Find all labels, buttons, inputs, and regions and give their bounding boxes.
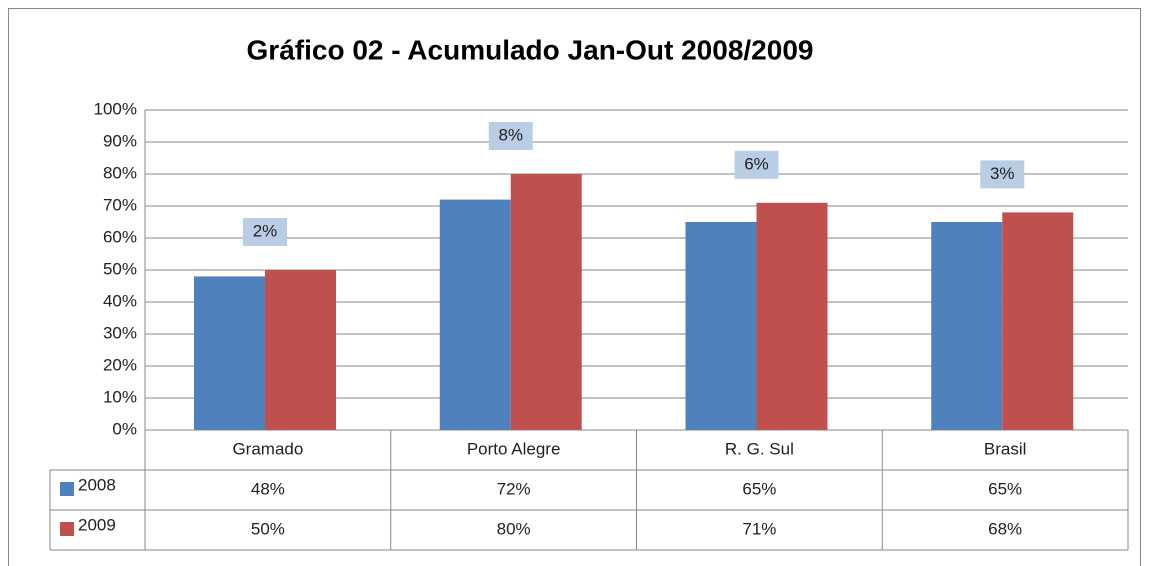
- table-value: 50%: [251, 519, 285, 538]
- y-tick-label: 50%: [103, 259, 137, 278]
- y-tick-label: 70%: [103, 195, 137, 214]
- bar: [439, 199, 511, 430]
- y-tick-label: 90%: [103, 131, 137, 150]
- y-tick-label: 100%: [94, 99, 137, 118]
- annotation-box: [734, 150, 779, 179]
- x-tick-label: R. G. Sul: [725, 439, 794, 458]
- x-tick-label: Brasil: [984, 439, 1027, 458]
- bar: [1002, 212, 1074, 430]
- legend-label: 2008: [78, 475, 116, 494]
- chart-title: Gráfico 02 - Acumulado Jan-Out 2008/2009: [247, 34, 814, 65]
- bar: [510, 174, 582, 430]
- table-value: 65%: [988, 479, 1022, 498]
- annotation: 8%: [498, 125, 523, 144]
- y-tick-label: 40%: [103, 291, 137, 310]
- bar: [265, 270, 336, 430]
- y-tick-label: 80%: [103, 163, 137, 182]
- bar: [685, 222, 757, 430]
- x-tick-label: Porto Alegre: [467, 439, 561, 458]
- annotation: 3%: [990, 164, 1015, 183]
- table-value: 68%: [988, 519, 1022, 538]
- bar: [931, 222, 1003, 430]
- y-tick-label: 60%: [103, 227, 137, 246]
- bar: [194, 276, 265, 430]
- bar: [756, 202, 828, 430]
- y-tick-label: 10%: [103, 387, 137, 406]
- annotation-box: [488, 122, 533, 150]
- table-value: 65%: [742, 479, 776, 498]
- table-value: 80%: [497, 519, 531, 538]
- annotation: 6%: [744, 154, 769, 173]
- table-value: 71%: [742, 519, 776, 538]
- legend-label: 2009: [78, 515, 116, 534]
- table-value: 48%: [251, 479, 285, 498]
- annotation-box: [243, 218, 287, 246]
- y-tick-label: 0%: [112, 419, 137, 438]
- x-tick-label: Gramado: [232, 439, 303, 458]
- y-tick-label: 30%: [103, 323, 137, 342]
- annotation: 2%: [253, 221, 278, 240]
- legend-swatch: [60, 482, 74, 496]
- y-tick-label: 20%: [103, 355, 137, 374]
- table-value: 72%: [497, 479, 531, 498]
- annotation-box: [980, 160, 1025, 189]
- legend-swatch: [60, 522, 74, 536]
